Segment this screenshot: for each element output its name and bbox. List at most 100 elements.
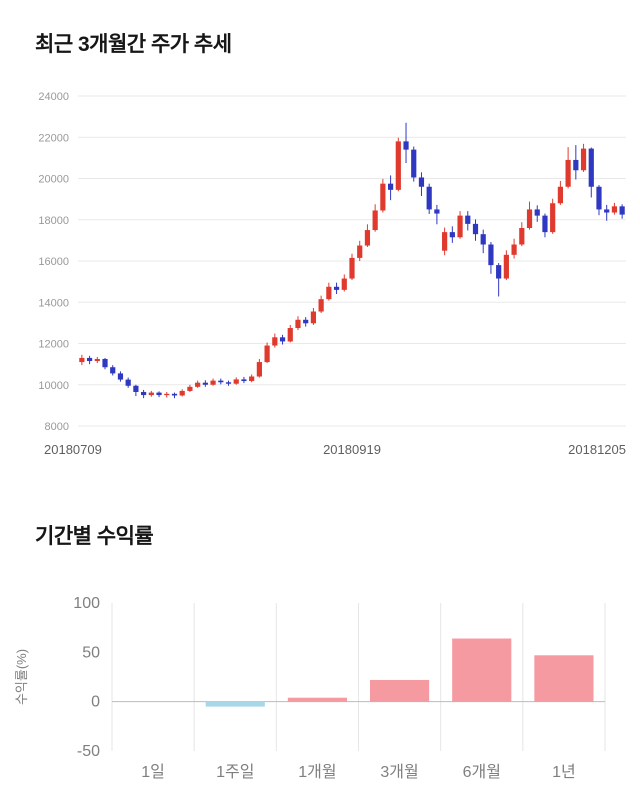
candle-body xyxy=(442,232,448,251)
category-label: 1주일 xyxy=(216,763,254,781)
candle-body xyxy=(496,265,502,279)
candle-body xyxy=(411,149,417,178)
candle-body xyxy=(156,392,162,396)
candle-body xyxy=(387,183,394,190)
category-label: 3개월 xyxy=(380,763,418,781)
return-bar xyxy=(370,679,430,702)
returns-bar-svg: 100 50 0 -50 수익률(%) 1일 1주일 1개월 3개월 6개월 1년 xyxy=(14,595,606,781)
return-bar xyxy=(452,638,512,702)
candle-body xyxy=(241,379,247,382)
category-label: 6개월 xyxy=(463,763,501,781)
y-tick-label: 18000 xyxy=(38,215,69,227)
candle-body xyxy=(526,209,533,228)
candlestick-svg: 8000 10000 12000 14000 16000 18000 20000 22000 2… xyxy=(38,91,626,457)
price-candlestick-chart: 8000 10000 12000 14000 16000 18000 20000 22000 2… xyxy=(0,80,640,480)
candle-body xyxy=(272,337,278,346)
candle-body xyxy=(503,254,509,279)
y-tick-label: 10000 xyxy=(38,380,69,392)
candle-body xyxy=(102,358,108,368)
candle-body xyxy=(472,223,479,235)
candle-body xyxy=(557,186,563,204)
candle-body xyxy=(542,215,548,233)
candle-body xyxy=(195,382,201,387)
y-tick-label: 8000 xyxy=(45,421,69,433)
candle-body xyxy=(256,362,262,377)
candle-body xyxy=(372,210,378,231)
candle-body xyxy=(79,357,85,363)
y-tick-label: 0 xyxy=(91,694,100,711)
candle-body xyxy=(318,299,324,312)
candle-body xyxy=(164,393,170,396)
candle-body xyxy=(295,319,301,329)
y-tick-label: 24000 xyxy=(38,91,69,103)
y-tick-label: 50 xyxy=(82,644,100,661)
candle-body xyxy=(534,209,540,216)
candle-body xyxy=(580,148,587,171)
y-tick-label: -50 xyxy=(77,743,100,760)
return-bar xyxy=(205,701,265,707)
candle-body xyxy=(187,386,193,391)
candle-body xyxy=(233,379,239,384)
x-axis-date-label: 20180709 xyxy=(44,442,102,457)
candle-body xyxy=(449,232,455,238)
candle-body xyxy=(364,230,371,246)
y-tick-label: 12000 xyxy=(38,339,69,351)
candle-body xyxy=(349,257,355,279)
y-tick-label: 20000 xyxy=(38,174,69,186)
candle-body xyxy=(218,380,224,383)
candle-body xyxy=(249,376,255,382)
candle-body xyxy=(604,209,610,213)
candle-body xyxy=(117,373,124,380)
candle-body xyxy=(279,337,286,342)
candle-body xyxy=(94,358,100,362)
candle-body xyxy=(310,311,317,324)
candle-body xyxy=(287,328,293,342)
candle-body xyxy=(395,141,401,190)
candle-body xyxy=(434,209,440,214)
candle-body xyxy=(133,385,139,392)
y-axis-title: 수익률(%) xyxy=(14,649,29,705)
y-tick-label: 16000 xyxy=(38,256,69,268)
candle-body xyxy=(480,234,486,245)
candle-body xyxy=(148,392,154,396)
candle-body xyxy=(303,319,309,324)
candle-body xyxy=(110,367,116,374)
candle-body xyxy=(225,382,232,384)
candle-body xyxy=(380,183,386,211)
candle-body xyxy=(619,206,625,215)
candle-body xyxy=(179,390,185,396)
period-returns-title: 기간별 수익률 xyxy=(35,525,154,548)
candle-body xyxy=(519,228,525,245)
price-trend-title: 최근 3개월간 주가 추세 xyxy=(35,33,232,56)
candle-body xyxy=(202,382,208,385)
candle-body xyxy=(341,278,347,290)
candle-body xyxy=(511,244,517,255)
candle-body xyxy=(426,186,432,210)
candle-body xyxy=(171,393,178,396)
return-bar xyxy=(287,697,347,702)
candle-body xyxy=(418,177,425,187)
candle-body xyxy=(125,379,131,386)
candle-body xyxy=(550,203,556,233)
candle-body xyxy=(86,357,93,362)
y-tick-label: 14000 xyxy=(38,297,69,309)
candle-body xyxy=(264,345,270,363)
candle-body xyxy=(333,286,340,290)
candle-body xyxy=(611,206,618,213)
period-returns-bar-chart: 100 50 0 -50 수익률(%) 1일 1주일 1개월 3개월 6개월 1년 xyxy=(0,585,640,800)
return-bar xyxy=(534,655,594,702)
y-tick-label: 100 xyxy=(73,595,100,612)
category-label: 1개월 xyxy=(298,763,336,781)
candle-body xyxy=(565,159,571,187)
candle-body xyxy=(465,215,471,224)
candle-body xyxy=(141,391,147,396)
candle-body xyxy=(588,148,594,187)
y-tick-label: 22000 xyxy=(38,132,69,144)
category-label: 1년 xyxy=(552,763,576,781)
candle-body xyxy=(457,215,463,238)
candle-body xyxy=(357,245,363,258)
candle-body xyxy=(596,186,602,210)
category-label: 1일 xyxy=(141,763,165,781)
candle-body xyxy=(403,141,409,150)
x-axis-date-label: 20181205 xyxy=(568,442,626,457)
